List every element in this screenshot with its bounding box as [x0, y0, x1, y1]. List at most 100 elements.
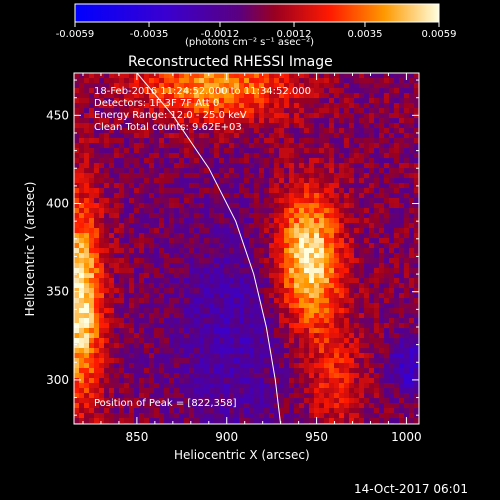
heatmap-cell [379, 313, 384, 318]
heatmap-cell [269, 118, 274, 123]
colorbar-tick-label: 0.0035 [347, 29, 382, 40]
heatmap-cell [214, 338, 219, 343]
heatmap-cell [184, 348, 189, 353]
heatmap-cell [184, 353, 189, 358]
heatmap-cell [349, 133, 354, 138]
heatmap-cell [364, 118, 369, 123]
heatmap-cell [234, 388, 239, 393]
heatmap-cell [89, 73, 94, 78]
heatmap-cell [324, 403, 329, 408]
heatmap-cell [319, 83, 324, 88]
heatmap-cell [339, 318, 344, 323]
heatmap-cell [154, 323, 159, 328]
heatmap-cell [384, 168, 389, 173]
heatmap-cell [254, 133, 259, 138]
heatmap-cell [234, 373, 239, 378]
heatmap-cell [144, 343, 149, 348]
heatmap-cell [254, 363, 259, 368]
heatmap-cell [319, 148, 324, 153]
heatmap-cell [349, 273, 354, 278]
heatmap-cell [139, 83, 144, 88]
heatmap-cell [119, 78, 124, 83]
heatmap-cell [349, 288, 354, 293]
heatmap-cell [289, 413, 294, 418]
heatmap-cell [144, 228, 149, 233]
heatmap-cell [349, 418, 354, 423]
heatmap-cell [409, 353, 414, 358]
heatmap-cell [184, 88, 189, 93]
heatmap-cell [119, 293, 124, 298]
heatmap-cell [204, 108, 209, 113]
heatmap-cell [214, 93, 219, 98]
heatmap-cell [99, 133, 104, 138]
heatmap-cell [319, 218, 324, 223]
heatmap-cell [324, 158, 329, 163]
heatmap-cell [229, 113, 234, 118]
heatmap-cell [179, 358, 184, 363]
heatmap-cell [309, 353, 314, 358]
heatmap-cell [224, 103, 229, 108]
heatmap-cell [99, 268, 104, 273]
heatmap-cell [239, 108, 244, 113]
heatmap-cell [324, 93, 329, 98]
heatmap-cell [219, 308, 224, 313]
heatmap-cell [319, 203, 324, 208]
heatmap-cell [374, 323, 379, 328]
heatmap-cell [249, 418, 254, 423]
heatmap-cell [384, 158, 389, 163]
heatmap-cell [344, 353, 349, 358]
heatmap-cell [264, 288, 269, 293]
heatmap-cell [299, 413, 304, 418]
heatmap-cell [379, 338, 384, 343]
heatmap-cell [164, 218, 169, 223]
heatmap-cell [84, 208, 89, 213]
heatmap-cell [404, 248, 409, 253]
heatmap-cell [144, 78, 149, 83]
heatmap-cell [199, 288, 204, 293]
heatmap-cell [119, 113, 124, 118]
heatmap-cell [204, 158, 209, 163]
heatmap-cell [259, 268, 264, 273]
heatmap-cell [339, 218, 344, 223]
heatmap-cell [329, 363, 334, 368]
heatmap-cell [219, 123, 224, 128]
heatmap-cell [289, 93, 294, 98]
heatmap-cell [309, 408, 314, 413]
heatmap-cell [409, 103, 414, 108]
heatmap-cell [344, 328, 349, 333]
heatmap-cell [94, 153, 99, 158]
heatmap-cell [284, 248, 289, 253]
heatmap-cell [229, 178, 234, 183]
heatmap-cell [119, 208, 124, 213]
heatmap-cell [164, 383, 169, 388]
heatmap-cell [409, 333, 414, 338]
heatmap-cell [394, 323, 399, 328]
heatmap-cell [359, 203, 364, 208]
heatmap-cell [94, 408, 99, 413]
heatmap-cell [369, 138, 374, 143]
heatmap-cell [134, 123, 139, 128]
heatmap-cell [154, 223, 159, 228]
heatmap-cell [229, 378, 234, 383]
heatmap-cell [344, 273, 349, 278]
heatmap-cell [394, 318, 399, 323]
heatmap-cell [124, 153, 129, 158]
heatmap-cell [379, 173, 384, 178]
heatmap-cell [269, 183, 274, 188]
heatmap-cell [249, 103, 254, 108]
heatmap-cell [369, 178, 374, 183]
heatmap-cell [354, 113, 359, 118]
heatmap-cell [174, 353, 179, 358]
heatmap-cell [134, 253, 139, 258]
heatmap-cell [164, 183, 169, 188]
heatmap-cell [94, 298, 99, 303]
heatmap-cell [324, 88, 329, 93]
heatmap-cell [344, 148, 349, 153]
heatmap-cell [364, 383, 369, 388]
heatmap-cell [239, 353, 244, 358]
heatmap-cell [409, 188, 414, 193]
heatmap-cell [89, 228, 94, 233]
heatmap-cell [154, 173, 159, 178]
heatmap-cell [279, 243, 284, 248]
heatmap-cell [329, 98, 334, 103]
